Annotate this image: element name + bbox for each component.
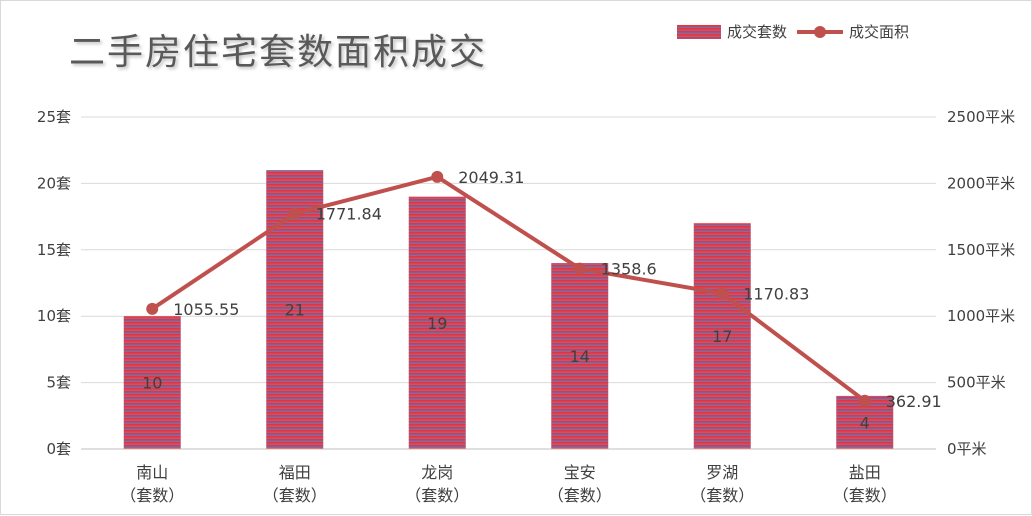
area-line xyxy=(150,174,867,403)
y-left-tick-label: 10套 xyxy=(37,307,71,325)
x-category-label: 盐田（套数） xyxy=(833,463,897,505)
line-data-label: 1358.6 xyxy=(601,260,657,279)
y-right-tick-label: 0平米 xyxy=(947,440,987,458)
line-data-label: 1771.84 xyxy=(316,205,382,224)
chart-title: 二手房住宅套数面积成交 xyxy=(69,32,488,73)
y-left-tick-label: 5套 xyxy=(46,374,71,392)
bar xyxy=(123,316,181,449)
x-category-label: 龙岗（套数） xyxy=(405,463,469,505)
x-category-label: 南山（套数） xyxy=(120,463,184,505)
area-point xyxy=(146,302,159,315)
y-right-tick-label: 2000平米 xyxy=(947,174,1015,192)
line-data-label: 1055.55 xyxy=(173,300,239,319)
bar xyxy=(551,263,609,449)
area-point xyxy=(858,394,871,407)
bar-data-label: 14 xyxy=(570,347,590,366)
y-right-tick-label: 1000平米 xyxy=(947,307,1015,325)
chart-legend: 成交套数 成交面积 xyxy=(677,21,919,42)
bar-data-label: 21 xyxy=(285,301,305,320)
legend-bar-swatch xyxy=(677,24,721,39)
legend-item-line: 成交面积 xyxy=(797,21,909,42)
legend-label-line: 成交面积 xyxy=(849,23,910,41)
y-left-tick-label: 25套 xyxy=(37,108,71,126)
area-point xyxy=(716,287,729,300)
x-category-label: 罗湖（套数） xyxy=(690,463,754,505)
area-point xyxy=(288,207,301,220)
bar-data-label: 17 xyxy=(712,327,732,346)
line-data-label: 1170.83 xyxy=(743,285,809,304)
y-left-tick-label: 20套 xyxy=(37,174,71,192)
bar-data-label: 10 xyxy=(142,374,162,393)
legend-line-swatch xyxy=(797,25,844,39)
area-point xyxy=(431,170,444,183)
y-right-tick-label: 2500平米 xyxy=(947,108,1015,126)
legend-item-bars: 成交套数 xyxy=(677,21,787,42)
y-left-tick-label: 0套 xyxy=(46,440,71,458)
bar xyxy=(408,196,466,449)
bar xyxy=(693,223,751,449)
area-point xyxy=(573,262,586,275)
line-data-label: 2049.31 xyxy=(458,168,524,187)
bar-data-label: 4 xyxy=(860,413,870,432)
x-category-label: 宝安（套数） xyxy=(548,463,612,505)
y-right-tick-label: 1500平米 xyxy=(947,241,1015,259)
legend-label-bars: 成交套数 xyxy=(727,23,788,41)
y-left-tick-label: 15套 xyxy=(37,241,71,259)
y-right-tick-label: 500平米 xyxy=(947,374,1006,392)
bar-data-label: 19 xyxy=(427,314,447,333)
line-data-label: 362.91 xyxy=(886,392,942,411)
x-category-label: 福田（套数） xyxy=(263,463,327,505)
